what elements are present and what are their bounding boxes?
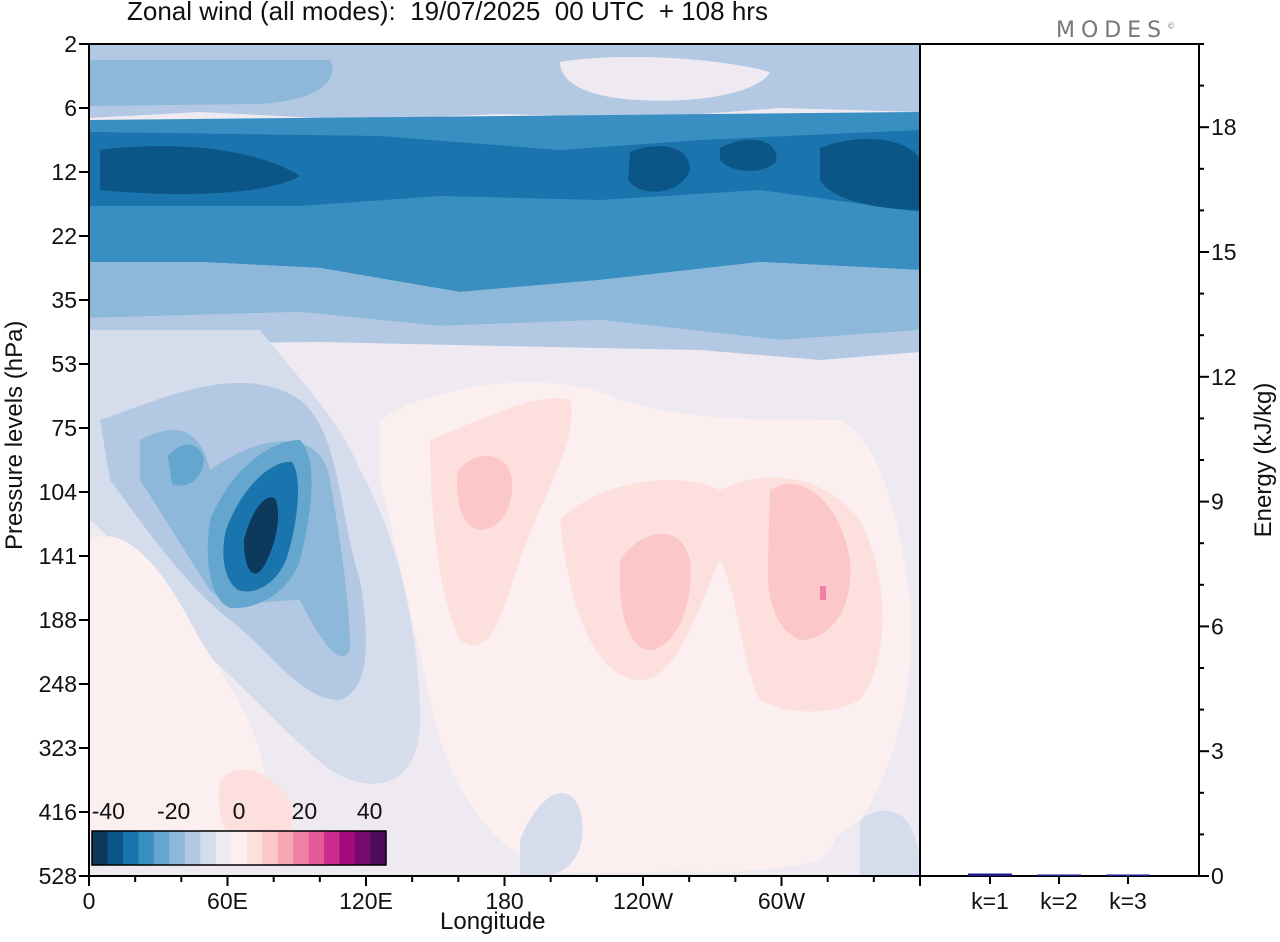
region-westerly-light [430, 398, 572, 646]
energy-panel-frame [919, 43, 1200, 877]
colorbar: -40 -20 0 20 40 [91, 798, 387, 866]
region-westerly-180 [456, 456, 513, 530]
energy-tick-label: 0 [1211, 863, 1224, 889]
x-axis-ticks: 0 60E 120E 180 120W 60W [83, 876, 921, 914]
colorbar-swatch [200, 831, 217, 865]
energy-bar [968, 873, 1012, 876]
region-westerly-60W [767, 483, 851, 640]
energy-category-label: k=1 [971, 888, 1009, 914]
region-lower-stratosphere-band [89, 262, 920, 340]
y-tick-label: 104 [39, 479, 78, 505]
x-tick-label: 120E [339, 888, 393, 914]
y-axis-label: Pressure levels (hPa) [1, 320, 28, 550]
colorbar-swatch [231, 831, 248, 865]
energy-bars: k=1 k=2 k=3 [968, 873, 1150, 914]
region-lower-westerly [557, 736, 837, 872]
region-low-easterly [520, 793, 583, 876]
region-stratospheric-jet-core [89, 130, 920, 212]
region-surface-east [860, 810, 920, 876]
x-tick-label: 60W [758, 888, 806, 914]
colorbar-swatch [153, 831, 170, 865]
colorbar-tick-label: 20 [292, 798, 318, 824]
energy-category-label: k=2 [1040, 888, 1078, 914]
y-tick-label: 416 [39, 799, 77, 825]
colorbar-swatch [262, 831, 279, 865]
colorbar-swatch [169, 831, 186, 865]
energy-tick-label: 6 [1211, 613, 1224, 639]
y-tick-label: 248 [39, 671, 77, 697]
energy-bar [1037, 874, 1081, 876]
energy-tick-label: 12 [1211, 364, 1237, 390]
colorbar-tick-label: 0 [233, 798, 246, 824]
energy-tick-label: 18 [1211, 114, 1237, 140]
y-axis-ticks: 2 6 12 22 35 53 75 104 141 188 248 323 416 528 [39, 31, 89, 889]
y-tick-label: 35 [51, 287, 77, 313]
energy-tick-label: 15 [1211, 239, 1237, 265]
energy-tick-label: 3 [1211, 738, 1224, 764]
colorbar-swatch [215, 831, 232, 865]
region-westerly-left [89, 536, 266, 854]
colorbar-swatch [122, 831, 139, 865]
region-small-easterly [168, 444, 204, 486]
energy-tick-label: 9 [1211, 489, 1224, 515]
x-tick-label: 120W [613, 888, 673, 914]
energy-axis-label: Energy (kJ/kg) [1250, 382, 1277, 538]
colorbar-swatch [370, 831, 387, 865]
colorbar-swatch [138, 831, 155, 865]
colorbar-swatch [293, 831, 310, 865]
logo-text: MODES [1056, 18, 1168, 43]
region-jet-darkest-2 [628, 146, 690, 192]
region-easterly-core [244, 497, 279, 574]
region-transition-layer [89, 312, 920, 360]
colorbar-tick-label: -20 [157, 798, 190, 824]
energy-bar [1106, 874, 1150, 876]
colorbar-swatch [277, 831, 294, 865]
y-tick-label: 75 [51, 415, 77, 441]
y-tick-label: 141 [39, 543, 77, 569]
y-tick-label: 323 [39, 735, 77, 761]
chart-title: Zonal wind (all modes): 19/07/2025 00 UT… [127, 0, 768, 26]
region-westerly-60W-core [820, 586, 826, 600]
region-upper-pale-patch [560, 57, 770, 101]
y-tick-label: 528 [39, 863, 77, 889]
x-axis-label: Longitude [440, 908, 546, 935]
colorbar-swatch [308, 831, 325, 865]
region-westerly-120W [619, 533, 691, 651]
region-upper-mid-patch [89, 60, 333, 106]
energy-category-label: k=3 [1109, 888, 1147, 914]
y-tick-label: 22 [51, 223, 77, 249]
colorbar-swatch [324, 831, 341, 865]
energy-axis: 0 3 6 9 12 15 18 [1199, 43, 1237, 889]
colorbar-tick-label: -40 [92, 798, 125, 824]
modes-logo: MODES© [1056, 18, 1175, 43]
x-tick-label: 0 [83, 888, 96, 914]
logo-copyright: © [1167, 21, 1176, 31]
region-jet-darkest-4 [820, 138, 920, 210]
y-tick-label: 6 [64, 95, 77, 121]
y-tick-label: 188 [39, 607, 77, 633]
region-jet-darkest-3 [720, 139, 777, 171]
y-tick-label: 2 [64, 31, 77, 57]
colorbar-swatch [355, 831, 372, 865]
colorbar-swatch [246, 831, 263, 865]
colorbar-swatch [107, 831, 124, 865]
x-tick-label: 180 [485, 888, 523, 914]
colorbar-swatch [184, 831, 201, 865]
x-tick-label: 60E [207, 888, 248, 914]
region-jet-darkest-1 [100, 146, 300, 195]
colorbar-tick-label: 40 [357, 798, 383, 824]
y-tick-label: 12 [51, 159, 77, 185]
heatmap-field [89, 44, 920, 876]
colorbar-swatch [339, 831, 356, 865]
y-tick-label: 53 [51, 351, 77, 377]
colorbar-frame [91, 830, 387, 866]
colorbar-swatch [92, 831, 108, 865]
